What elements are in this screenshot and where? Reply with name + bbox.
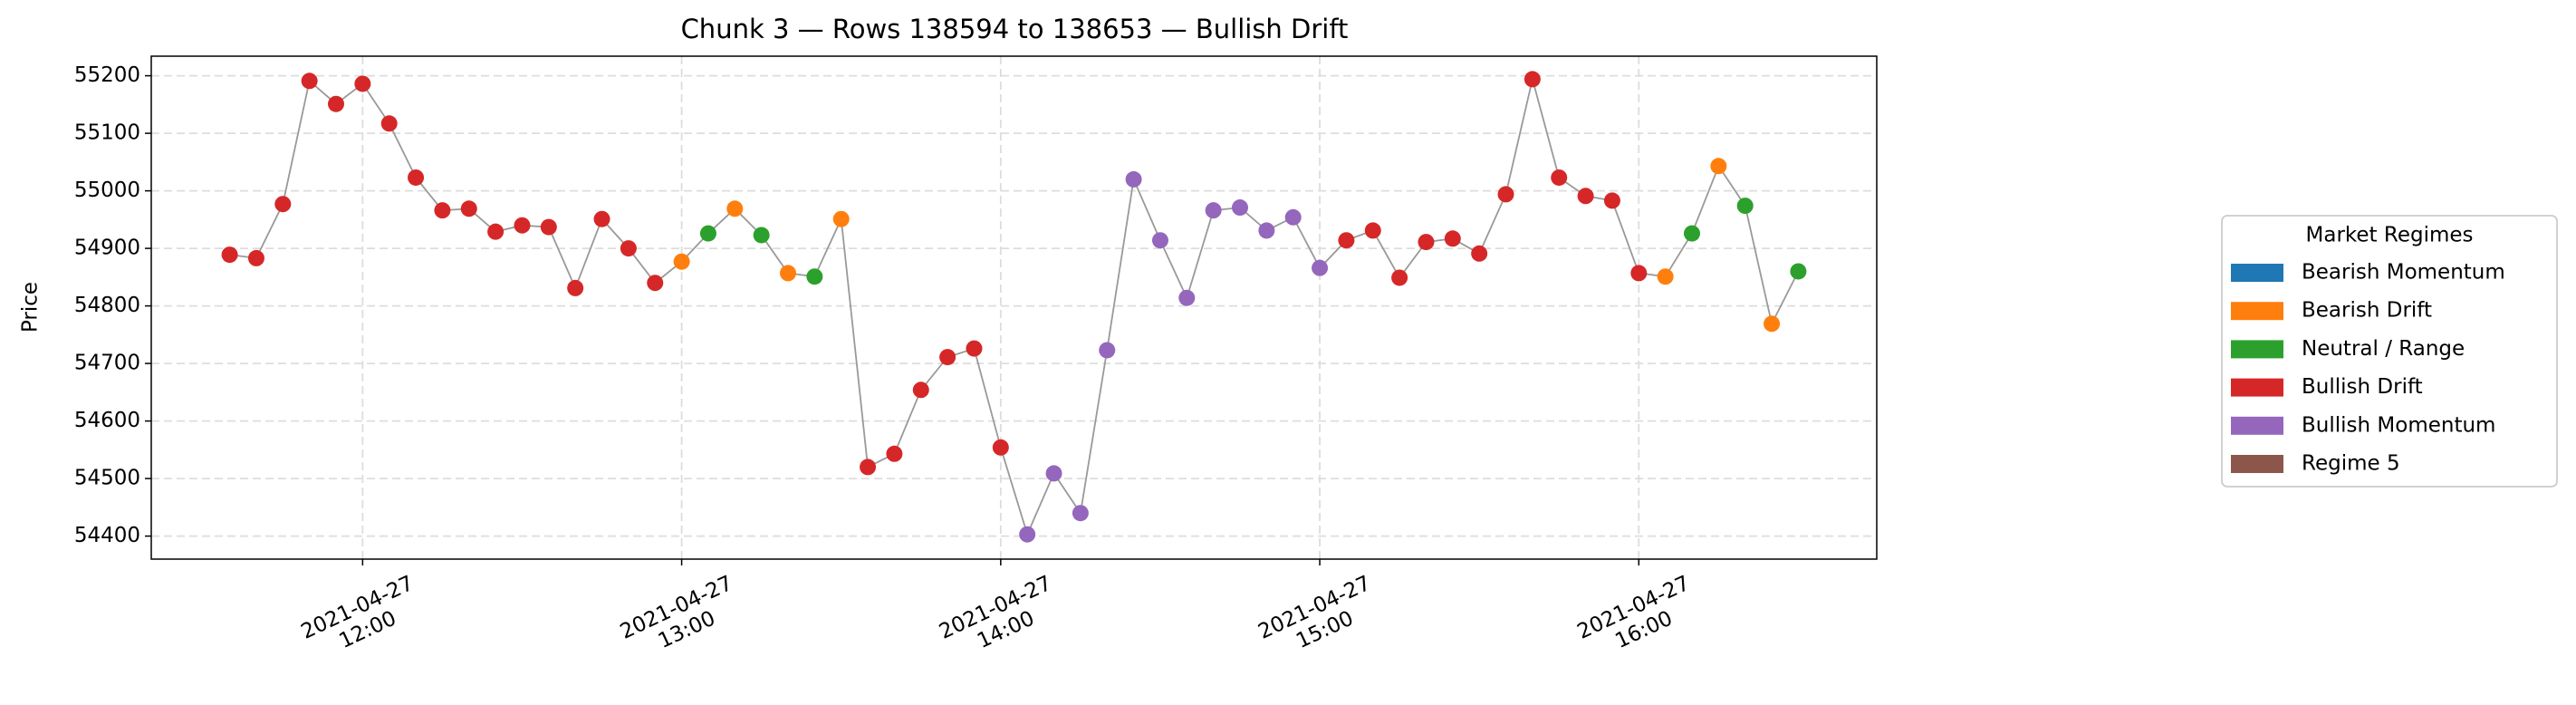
point [434, 202, 451, 219]
point [514, 217, 531, 234]
point [1497, 186, 1514, 203]
point [380, 115, 398, 132]
point [912, 381, 929, 399]
point [408, 169, 425, 186]
legend-swatch [2231, 340, 2283, 359]
point [354, 75, 371, 92]
price-line [229, 79, 1800, 537]
point [1338, 232, 1355, 249]
point [1523, 71, 1541, 88]
x-tick-label: 2021-04-2716:00 [1573, 571, 1704, 666]
point [487, 223, 505, 240]
legend-title: Market Regimes [2306, 224, 2474, 247]
point [1045, 465, 1062, 482]
point [1178, 289, 1196, 306]
point [1577, 188, 1594, 205]
y-tick-label: 55000 [74, 179, 140, 202]
x-tick-label: 2021-04-2715:00 [1254, 571, 1385, 666]
legend-box [2221, 215, 2558, 488]
legend-swatch [2231, 302, 2283, 321]
point [247, 249, 264, 266]
point [1551, 169, 1568, 186]
point [699, 225, 716, 242]
point [460, 200, 477, 217]
point [806, 268, 823, 285]
point [1125, 170, 1142, 188]
point [1099, 342, 1116, 359]
point [673, 253, 690, 270]
point [1683, 225, 1700, 242]
point [567, 279, 584, 296]
y-tick-label: 54800 [74, 294, 140, 317]
y-tick-label: 54700 [74, 352, 140, 375]
point [1764, 315, 1781, 333]
y-axis-label: Price [19, 282, 43, 333]
plot-frame [150, 55, 1878, 560]
point [992, 439, 1009, 456]
point [966, 340, 983, 357]
legend-label: Bullish Drift [2302, 375, 2423, 399]
point [832, 210, 850, 227]
point [1205, 202, 1222, 219]
x-tick-label: 2021-04-2714:00 [936, 571, 1066, 666]
y-tick-label: 54400 [74, 524, 140, 547]
point [726, 200, 744, 217]
point [939, 349, 956, 366]
point [1258, 222, 1275, 239]
point [1790, 263, 1807, 280]
point [1019, 526, 1036, 543]
point [1072, 505, 1089, 522]
point [1657, 268, 1674, 285]
legend-label: Bearish Momentum [2302, 261, 2505, 285]
y-tick-label: 55100 [74, 121, 140, 145]
point [1471, 245, 1488, 262]
point [886, 445, 903, 462]
chart-title: Chunk 3 — Rows 138594 to 138653 — Bullis… [681, 14, 1349, 44]
point [1710, 158, 1727, 175]
legend-swatch [2231, 378, 2283, 397]
legend-swatch [2231, 416, 2283, 435]
y-tick-label: 55200 [74, 63, 140, 87]
point [860, 459, 877, 476]
point [540, 218, 557, 236]
y-tick-label: 54600 [74, 409, 140, 432]
point [328, 95, 345, 112]
point [753, 227, 770, 244]
point [221, 246, 238, 264]
legend-label: Bearish Drift [2302, 299, 2432, 323]
point [1630, 265, 1648, 282]
y-tick-label: 54900 [74, 237, 140, 260]
point [1284, 208, 1302, 226]
point [1444, 230, 1461, 247]
point [1418, 234, 1435, 251]
point [780, 265, 797, 282]
point [620, 240, 637, 257]
legend-label: Neutral / Range [2302, 337, 2465, 361]
point [1151, 232, 1168, 249]
point [593, 210, 610, 227]
point [301, 72, 318, 90]
legend-swatch [2231, 455, 2283, 473]
y-tick-label: 54500 [74, 467, 140, 490]
legend-swatch [2231, 264, 2283, 282]
x-tick-label: 2021-04-2712:00 [297, 571, 428, 666]
legend-label: Regime 5 [2302, 452, 2400, 476]
point [1603, 192, 1620, 209]
x-tick-label: 2021-04-2713:00 [617, 571, 747, 666]
legend-label: Bullish Momentum [2302, 413, 2495, 437]
point [1736, 198, 1754, 215]
point [1231, 199, 1248, 217]
point [647, 275, 664, 292]
point [274, 196, 292, 213]
point [1364, 222, 1381, 239]
point [1312, 259, 1329, 276]
point [1391, 269, 1408, 286]
